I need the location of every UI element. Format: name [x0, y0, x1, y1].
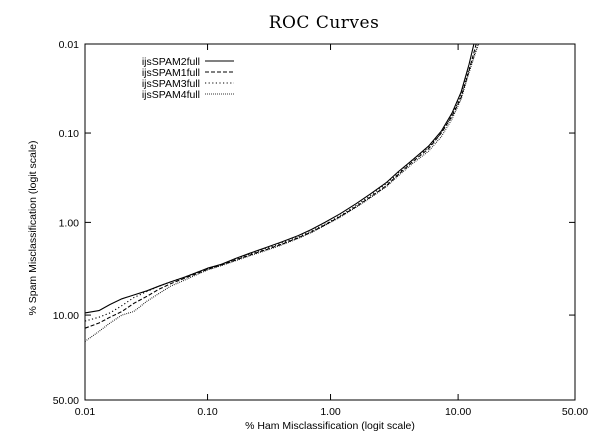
series-line-ijsSPAM4full: [84, 43, 479, 342]
y-tick-label: 1.00: [59, 217, 80, 229]
x-axis-label: % Ham Misclassification (logit scale): [245, 420, 415, 432]
chart-title: ROC Curves: [269, 13, 380, 33]
y-tick-label: 0.01: [59, 39, 80, 51]
y-axis-label-group: % Spam Misclassification (logit scale): [27, 140, 39, 315]
plot-frame: [84, 43, 576, 401]
y-axis-label: % Spam Misclassification (logit scale): [27, 140, 39, 315]
series-lines: [84, 43, 479, 342]
y-tick-label: 50.00: [53, 395, 79, 407]
y-tick-label: 10.00: [53, 310, 79, 322]
legend: ijsSPAM2fullijsSPAM1fullijsSPAM3fullijsS…: [142, 56, 234, 101]
x-tick-label: 0.01: [75, 406, 96, 418]
series-line-ijsSPAM2full: [84, 43, 475, 314]
x-tick-label: 0.10: [197, 406, 218, 418]
legend-label: ijsSPAM1full: [142, 67, 200, 79]
legend-label: ijsSPAM4full: [142, 89, 200, 101]
legend-label: ijsSPAM2full: [142, 56, 200, 68]
x-tick-label: 1.00: [320, 406, 341, 418]
x-tick-label: 10.00: [445, 406, 471, 418]
y-tick-label: 0.10: [59, 128, 80, 140]
axis-ticks: 0.01 0.10 1.00 10.00 50.000.010.101.0010.005…: [53, 39, 589, 418]
x-tick-label: 50.00: [562, 406, 588, 418]
series-line-ijsSPAM3full: [84, 43, 479, 322]
series-line-ijsSPAM1full: [84, 43, 477, 329]
legend-label: ijsSPAM3full: [142, 78, 200, 90]
